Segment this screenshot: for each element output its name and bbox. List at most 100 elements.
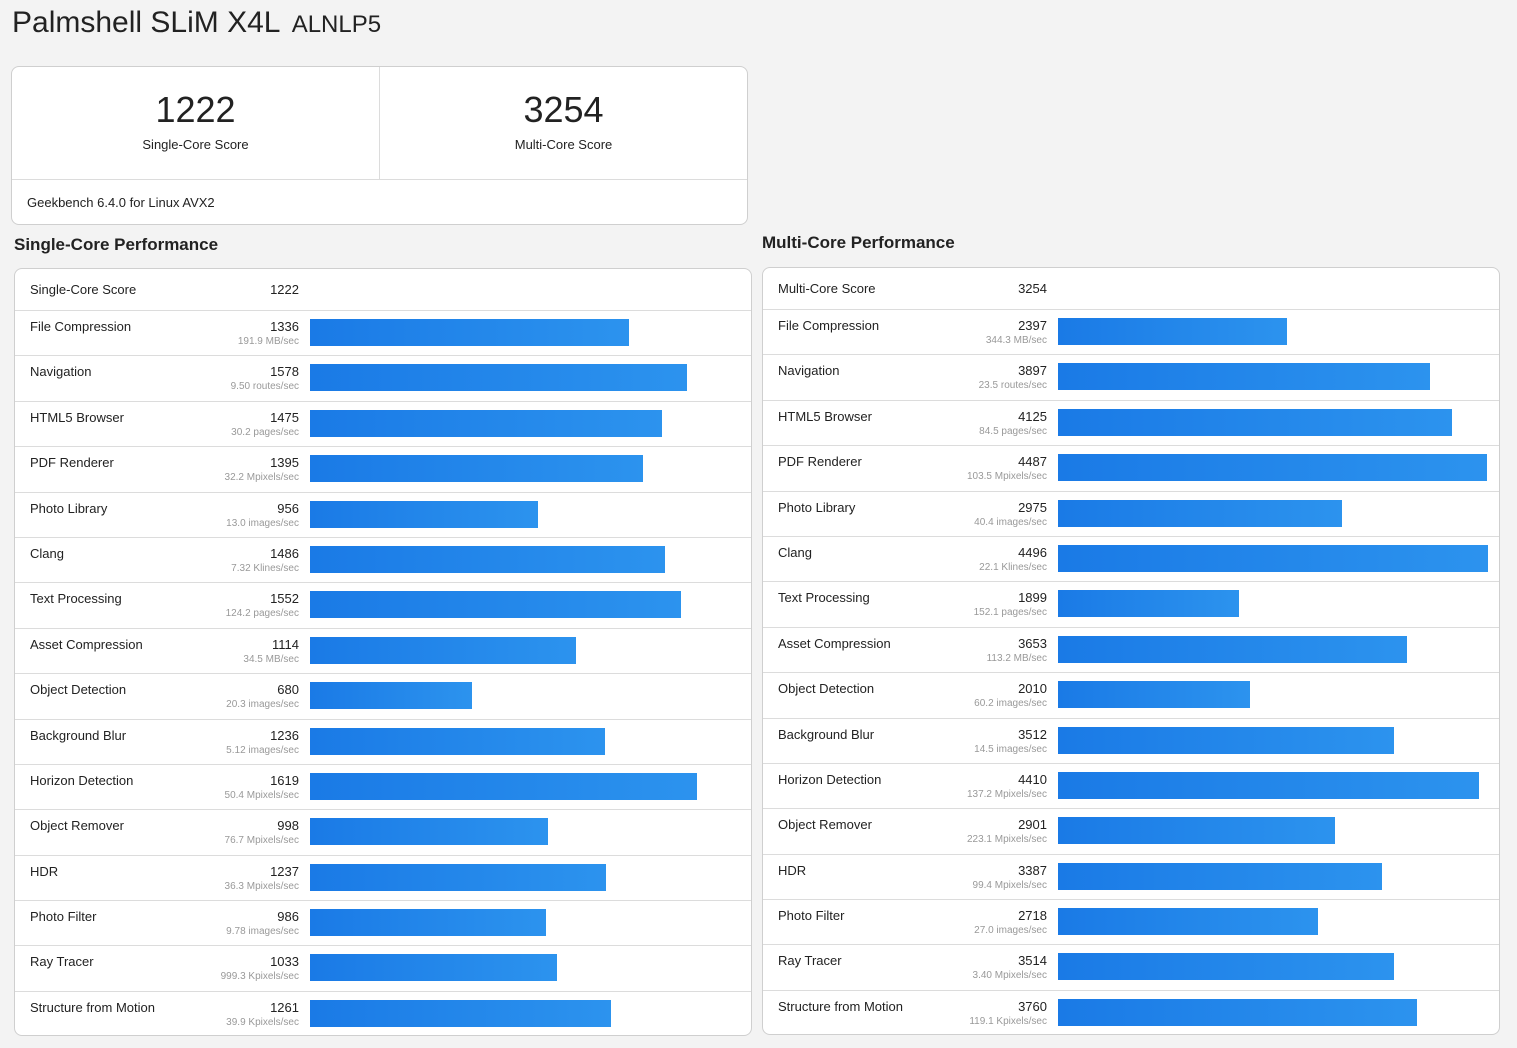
benchmark-bar — [1058, 635, 1407, 663]
benchmark-throughput: 13.0 images/sec — [226, 517, 299, 529]
benchmark-name: Photo Library — [778, 499, 856, 515]
benchmark-bar — [310, 409, 662, 437]
single-benchmark-row: Object Remover 998 76.7 Mpixels/sec — [15, 809, 751, 854]
benchmark-score: 680 — [277, 682, 299, 698]
single-benchmark-row: Photo Filter 986 9.78 images/sec — [15, 900, 751, 945]
multi-core-score-cell: 3254 Multi-Core Score — [379, 67, 747, 179]
benchmark-bar — [310, 999, 611, 1027]
benchmark-bar — [1058, 681, 1250, 709]
benchmark-score: 1236 — [270, 727, 299, 743]
benchmark-throughput: 76.7 Mpixels/sec — [224, 835, 299, 847]
benchmark-bar — [310, 319, 629, 346]
benchmark-name: Ray Tracer — [30, 954, 94, 970]
single-benchmark-row: Object Detection 680 20.3 images/sec — [15, 673, 751, 718]
benchmark-throughput: 84.5 pages/sec — [979, 425, 1047, 437]
benchmark-name: Navigation — [30, 364, 92, 380]
benchmark-throughput: 22.1 Klines/sec — [979, 561, 1047, 573]
multi-benchmark-row: Object Remover 2901 223.1 Mpixels/sec — [763, 808, 1499, 853]
single-benchmark-row: Background Blur 1236 5.12 images/sec — [15, 718, 751, 764]
single-benchmark-row: Structure from Motion 1261 39.9 Kpixels/se… — [15, 990, 751, 1035]
benchmark-bar — [310, 364, 687, 392]
benchmark-name: Navigation — [778, 363, 840, 379]
benchmark-name: PDF Renderer — [30, 455, 114, 471]
single-benchmark-row: HTML5 Browser 1475 30.2 pages/sec — [15, 400, 751, 446]
benchmark-score: 1475 — [270, 409, 299, 425]
score-row-label: Multi-Core Score — [778, 281, 876, 296]
benchmark-score: 3514 — [1018, 953, 1047, 969]
benchmark-throughput: 152.1 pages/sec — [973, 607, 1047, 619]
single-benchmark-row: PDF Renderer 1395 32.2 Mpixels/sec — [15, 446, 751, 491]
benchmark-score: 1619 — [270, 772, 299, 788]
benchmark-bar — [310, 954, 557, 982]
benchmark-name: Object Detection — [30, 682, 127, 698]
benchmark-score: 2901 — [1018, 817, 1047, 833]
benchmark-score: 4125 — [1018, 408, 1047, 424]
benchmark-bar — [310, 500, 538, 528]
multi-benchmark-row: Object Detection 2010 60.2 images/sec — [763, 672, 1499, 717]
benchmark-score: 2718 — [1018, 908, 1047, 924]
benchmark-bar — [1058, 817, 1335, 845]
benchmark-throughput: 14.5 images/sec — [974, 743, 1047, 755]
single-core-score-cell: 1222 Single-Core Score — [12, 67, 379, 179]
benchmark-name: Asset Compression — [778, 635, 891, 651]
multi-benchmark-row: Photo Library 2975 40.4 images/sec — [763, 490, 1499, 536]
single-benchmark-row: Photo Library 956 13.0 images/sec — [15, 491, 751, 537]
benchmark-bar — [310, 727, 605, 755]
benchmark-score: 3897 — [1018, 363, 1047, 379]
benchmark-name: Text Processing — [30, 591, 122, 607]
benchmark-name: Object Remover — [778, 817, 872, 833]
multi-benchmark-row: Photo Filter 2718 27.0 images/sec — [763, 899, 1499, 944]
benchmark-bar — [1058, 408, 1452, 436]
benchmark-name: Photo Filter — [778, 908, 845, 924]
benchmark-score: 4410 — [1018, 771, 1047, 787]
benchmark-bar — [1058, 499, 1342, 527]
benchmark-throughput: 119.1 Kpixels/sec — [969, 1015, 1047, 1027]
benchmark-throughput: 23.5 routes/sec — [978, 380, 1047, 392]
benchmark-score: 2397 — [1018, 318, 1047, 333]
benchmark-name: Clang — [778, 544, 812, 560]
multi-core-section-title: Multi-Core Performance — [762, 233, 955, 252]
multi-benchmark-row: HDR 3387 99.4 Mpixels/sec — [763, 853, 1499, 899]
single-core-score-row: Single-Core Score 1222 — [15, 269, 751, 310]
benchmark-version: Geekbench 6.4.0 for Linux AVX2 — [27, 195, 215, 210]
benchmark-name: Clang — [30, 545, 64, 561]
benchmark-name: Object Remover — [30, 818, 124, 834]
single-benchmark-row: Ray Tracer 1033 999.3 Kpixels/sec — [15, 945, 751, 990]
benchmark-throughput: 999.3 Kpixels/sec — [220, 971, 299, 983]
benchmark-bar — [310, 455, 643, 483]
benchmark-bar — [310, 863, 606, 891]
benchmark-score: 1899 — [1018, 590, 1047, 606]
multi-core-score-row: Multi-Core Score 3254 — [763, 268, 1499, 309]
benchmark-score: 1033 — [270, 954, 299, 970]
single-benchmark-row: Clang 1486 7.32 Klines/sec — [15, 536, 751, 582]
score-row-value: 3254 — [1018, 281, 1047, 296]
multi-core-score-value: 3254 — [523, 89, 604, 130]
benchmark-score: 998 — [277, 818, 299, 834]
benchmark-throughput: 124.2 pages/sec — [225, 608, 299, 620]
benchmark-name: HTML5 Browser — [778, 408, 872, 424]
benchmark-bar — [1058, 726, 1394, 754]
multi-benchmark-row: Background Blur 3512 14.5 images/sec — [763, 717, 1499, 763]
benchmark-name: Structure from Motion — [778, 998, 903, 1014]
benchmark-score: 4487 — [1018, 454, 1047, 470]
device-model: ALNLP5 — [291, 11, 382, 38]
benchmark-throughput: 7.32 Klines/sec — [231, 562, 299, 574]
multi-benchmark-row: HTML5 Browser 4125 84.5 pages/sec — [763, 399, 1499, 445]
benchmark-bar — [310, 591, 681, 619]
benchmark-name: File Compression — [778, 318, 880, 333]
benchmark-throughput: 3.40 Mpixels/sec — [972, 970, 1047, 982]
benchmark-bar — [310, 545, 665, 573]
benchmark-bar — [1058, 590, 1239, 618]
benchmark-name: Object Detection — [778, 681, 875, 697]
benchmark-bar — [1058, 363, 1430, 391]
benchmark-score: 2010 — [1018, 681, 1047, 697]
benchmark-bar — [1058, 454, 1487, 482]
benchmark-score: 1261 — [270, 999, 299, 1015]
benchmark-name: HDR — [778, 862, 807, 878]
single-core-score-value: 1222 — [155, 89, 236, 130]
benchmark-name: Asset Compression — [30, 636, 143, 652]
multi-core-panel: Multi-Core Score 3254 File Compression 23… — [762, 267, 1500, 1035]
benchmark-name: Structure from Motion — [30, 999, 155, 1015]
multi-benchmark-row: File Compression 2397 344.3 MB/sec — [763, 309, 1499, 354]
benchmark-score: 1552 — [270, 591, 299, 607]
